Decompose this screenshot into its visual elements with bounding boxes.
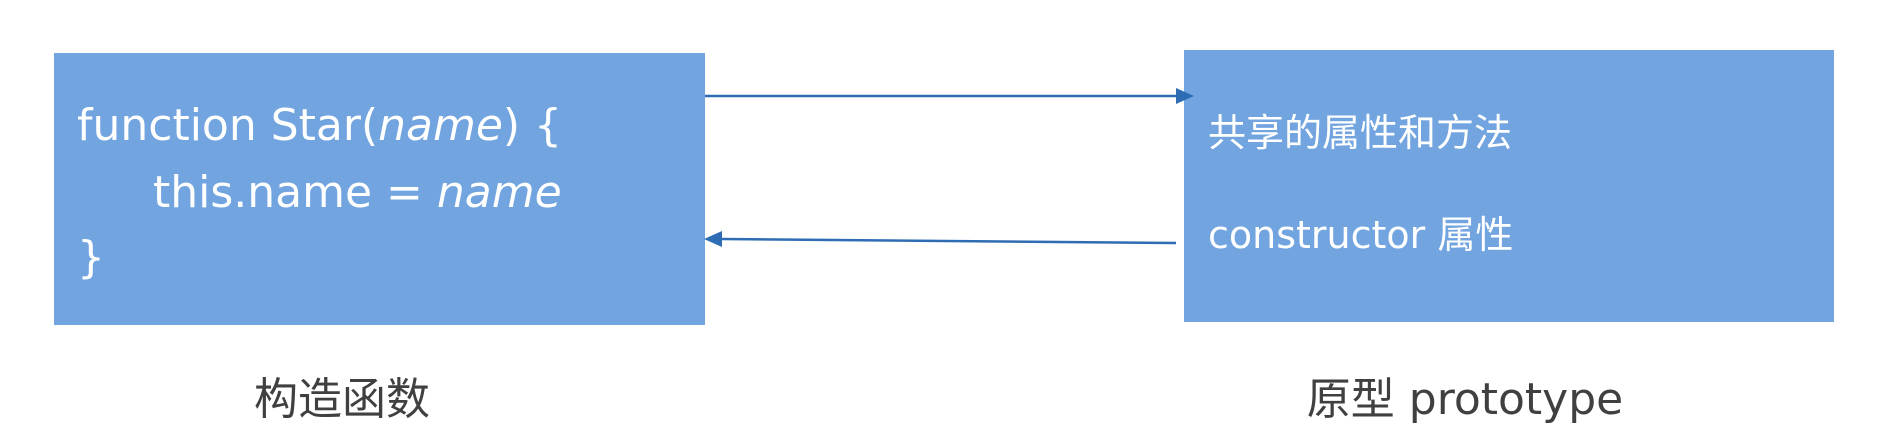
code-line: }: [77, 232, 105, 283]
code-text: ) {: [503, 100, 562, 151]
code-line: this.name = name: [153, 167, 562, 218]
code-line: function Star(name) {: [77, 100, 562, 151]
code-param: name: [378, 100, 503, 151]
code-text: }: [77, 232, 105, 283]
prototype-item: 共享的属性和方法: [1208, 111, 1512, 155]
code-param: name: [437, 167, 562, 218]
prototype-item: constructor 属性: [1208, 213, 1513, 257]
code-text: function Star(: [77, 100, 378, 151]
constructor-box: [54, 53, 705, 325]
arrow-head: [704, 231, 722, 247]
constructor-label: 构造函数: [254, 374, 430, 425]
arrow-to-constructor: [721, 237, 1177, 245]
prototype-label: 原型 prototype: [1307, 374, 1623, 425]
code-text: this.name =: [153, 167, 437, 218]
arrow-head: [1176, 88, 1194, 104]
prototype-box: [1184, 50, 1834, 322]
